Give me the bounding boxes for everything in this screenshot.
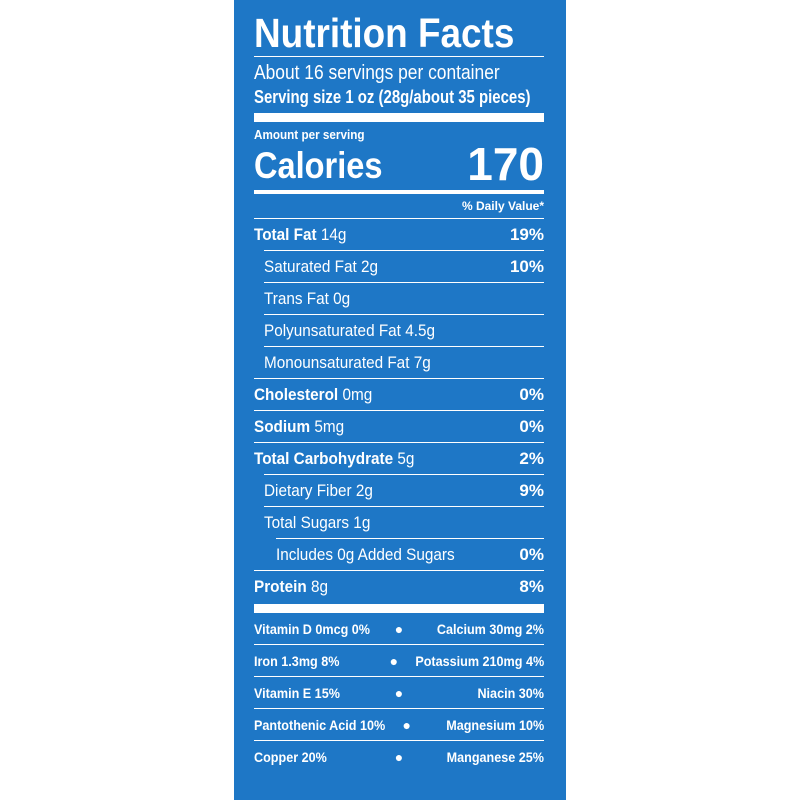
vitamin-right: Manganese 25% [446, 748, 544, 765]
vitamin-right: Niacin 30% [477, 684, 544, 701]
divider [264, 314, 544, 315]
nutrient-row-cholesterol: Cholesterol 0mg 0% [254, 379, 544, 410]
nutrient-dv: 9% [519, 480, 544, 500]
divider [254, 644, 544, 645]
calories-label: Calories [254, 145, 383, 186]
nutrient-dv: 19% [509, 224, 544, 244]
bullet-icon: ● [394, 684, 404, 701]
nutrient-row-saturated-fat: Saturated Fat 2g 10% [254, 251, 544, 282]
nutrient-amount: 7g [413, 352, 431, 372]
bullet-icon: ● [394, 620, 404, 637]
nutrient-name: Sodium [254, 416, 311, 436]
medium-divider [254, 190, 544, 194]
nutrient-name: Trans Fat [264, 288, 329, 308]
label-title: Nutrition Facts [254, 10, 515, 56]
nutrient-row-dietary-fiber: Dietary Fiber 2g 9% [254, 475, 544, 506]
nutrient-amount: 2g [355, 480, 373, 500]
nutrient-row-added-sugars: Includes 0g Added Sugars 0% [254, 539, 544, 570]
divider [254, 708, 544, 709]
daily-value-header: % Daily Value* [461, 199, 544, 213]
nutrient-amount: 14g [320, 224, 347, 244]
nutrient-dv: 0% [519, 384, 544, 404]
nutrient-name: Total Sugars [264, 512, 350, 532]
nutrient-amount: 5mg [314, 416, 345, 436]
calories-value: 170 [467, 138, 544, 190]
servings-per-container: About 16 servings per container [254, 62, 500, 84]
nutrient-dv: 8% [519, 576, 544, 596]
vitamin-left: Copper 20% [254, 748, 327, 765]
nutrient-amount: 0mg [342, 384, 373, 404]
nutrient-row-sodium: Sodium 5mg 0% [254, 411, 544, 442]
divider [254, 56, 544, 57]
divider [264, 282, 544, 283]
divider [264, 346, 544, 347]
nutrient-row-polyunsaturated-fat: Polyunsaturated Fat 4.5g [254, 315, 544, 346]
nutrient-dv: 2% [519, 448, 544, 468]
calories-row: Calories 170 [254, 138, 544, 190]
nutrient-name: Dietary Fiber [264, 480, 352, 500]
nutrient-name: Monounsaturated Fat [264, 352, 410, 372]
divider [264, 474, 544, 475]
nutrition-label-panel: Nutrition Facts About 16 servings per co… [234, 0, 566, 800]
bullet-icon: ● [402, 716, 411, 733]
nutrient-amount: 4.5g [405, 320, 435, 340]
nutrient-name: Total Fat [254, 224, 317, 244]
nutrient-name: Total Carbohydrate [254, 448, 394, 468]
thick-divider [254, 604, 544, 613]
nutrient-row-monounsaturated-fat: Monounsaturated Fat 7g [254, 347, 544, 378]
nutrient-row-trans-fat: Trans Fat 0g [254, 283, 544, 314]
nutrient-name: Saturated Fat [264, 256, 357, 276]
vitamin-row: Iron 1.3mg 8% ● Potassium 210mg 4% [254, 645, 544, 676]
divider [254, 378, 544, 379]
divider [264, 250, 544, 251]
thick-divider [254, 113, 544, 122]
divider [264, 506, 544, 507]
divider [276, 538, 544, 539]
vitamin-right: Calcium 30mg 2% [436, 620, 544, 637]
vitamin-left: Vitamin D 0mcg 0% [254, 620, 371, 637]
nutrient-row-total-carbohydrate: Total Carbohydrate 5g 2% [254, 443, 544, 474]
vitamin-right: Magnesium 10% [445, 716, 544, 733]
nutrient-amount: 8g [310, 576, 328, 596]
vitamin-right: Potassium 210mg 4% [415, 652, 544, 669]
nutrient-row-protein: Protein 8g 8% [254, 571, 544, 602]
vitamin-row: Pantothenic Acid 10% ● Magnesium 10% [254, 709, 544, 740]
nutrient-amount: 0g [333, 288, 351, 308]
nutrient-name: Cholesterol [254, 384, 339, 404]
vitamin-left: Vitamin E 15% [254, 684, 340, 701]
divider [254, 676, 544, 677]
divider [254, 442, 544, 443]
vitamin-row: Vitamin E 15% ● Niacin 30% [254, 677, 544, 708]
nutrient-dv: 10% [509, 256, 544, 276]
nutrient-amount: 2g [360, 256, 379, 276]
bullet-icon: ● [389, 652, 399, 669]
nutrition-label-content: Nutrition Facts About 16 servings per co… [254, 10, 544, 772]
vitamin-left: Pantothenic Acid 10% [254, 716, 386, 733]
bullet-icon: ● [394, 748, 404, 765]
nutrient-name: Polyunsaturated Fat [264, 320, 401, 340]
nutrient-dv: 0% [519, 544, 544, 564]
nutrient-dv: 0% [519, 416, 544, 436]
divider [254, 570, 544, 571]
vitamin-row: Vitamin D 0mcg 0% ● Calcium 30mg 2% [254, 613, 544, 644]
nutrient-amount: 5g [397, 448, 415, 468]
amount-per-serving: Amount per serving [254, 127, 365, 142]
nutrient-name: Protein [254, 576, 307, 596]
nutrient-amount: 1g [353, 512, 371, 532]
divider [254, 410, 544, 411]
divider [254, 740, 544, 741]
nutrient-name: Includes 0g Added Sugars [276, 544, 455, 564]
serving-size: Serving size 1 oz (28g/about 35 pieces) [254, 87, 531, 107]
divider [254, 218, 544, 219]
vitamin-left: Iron 1.3mg 8% [254, 652, 340, 669]
nutrient-row-total-fat: Total Fat 14g 19% [254, 219, 544, 250]
nutrient-row-total-sugars: Total Sugars 1g [254, 507, 544, 538]
vitamin-row: Copper 20% ● Manganese 25% [254, 741, 544, 772]
